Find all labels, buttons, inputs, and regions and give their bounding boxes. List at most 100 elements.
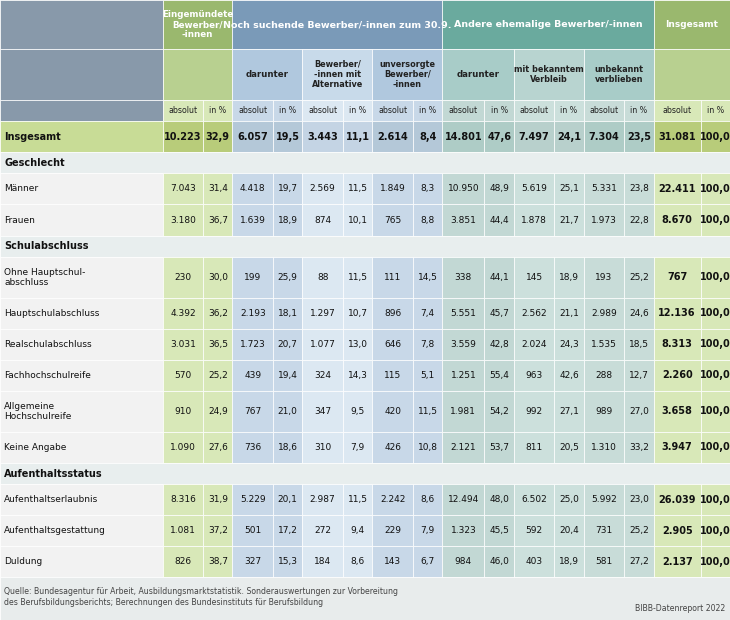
Bar [343, 432, 372, 463]
Text: in %: in % [707, 106, 724, 115]
Text: 27,2: 27,2 [629, 557, 649, 567]
Bar [584, 174, 624, 205]
Text: 736: 736 [245, 443, 261, 452]
Bar [442, 49, 514, 100]
Text: 1.323: 1.323 [450, 526, 476, 535]
Text: 3.443: 3.443 [307, 131, 338, 141]
Bar [0, 152, 730, 174]
Bar [442, 298, 485, 329]
Text: 37,2: 37,2 [208, 526, 228, 535]
Text: 3.658: 3.658 [661, 407, 693, 417]
Text: absolut: absolut [589, 106, 618, 115]
Text: absolut: absolut [520, 106, 549, 115]
Text: 31,4: 31,4 [208, 184, 228, 193]
Bar [232, 515, 273, 546]
Bar [554, 298, 584, 329]
Bar [701, 391, 730, 432]
Bar [485, 432, 514, 463]
Bar [302, 121, 343, 152]
Text: Quelle: Bundesagentur für Arbeit, Ausbildungsmarktstatistik. Sonderauswertungen : Quelle: Bundesagentur für Arbeit, Ausbil… [4, 587, 399, 607]
Bar [163, 0, 232, 49]
Bar [701, 484, 730, 515]
Bar [624, 329, 653, 360]
Text: 23,5: 23,5 [627, 131, 651, 141]
Text: 229: 229 [384, 526, 402, 535]
Bar [413, 205, 442, 236]
Bar [0, 329, 163, 360]
Text: in %: in % [419, 106, 436, 115]
Bar [653, 121, 701, 152]
Bar [442, 257, 485, 298]
Bar [413, 257, 442, 298]
Bar [372, 100, 413, 121]
Text: 347: 347 [314, 407, 331, 416]
Text: 115: 115 [384, 371, 402, 380]
Text: 3.947: 3.947 [662, 443, 693, 453]
Bar [372, 484, 413, 515]
Bar [203, 546, 232, 577]
Text: 1.310: 1.310 [591, 443, 617, 452]
Bar [0, 391, 163, 432]
Bar [624, 391, 653, 432]
Text: 2.137: 2.137 [662, 557, 693, 567]
Bar [485, 515, 514, 546]
Text: 36,5: 36,5 [208, 340, 228, 349]
Text: 8,3: 8,3 [420, 184, 435, 193]
Bar [232, 100, 273, 121]
Bar [624, 298, 653, 329]
Text: 42,8: 42,8 [489, 340, 509, 349]
Text: 36,7: 36,7 [208, 216, 228, 224]
Text: Keine Angabe: Keine Angabe [4, 443, 66, 452]
Text: 11,5: 11,5 [347, 184, 368, 193]
Bar [203, 174, 232, 205]
Bar [302, 391, 343, 432]
Bar [624, 100, 653, 121]
Bar [302, 329, 343, 360]
Bar [343, 257, 372, 298]
Text: Bewerber/
-innen mit
Alternative: Bewerber/ -innen mit Alternative [312, 60, 363, 89]
Text: absolut: absolut [449, 106, 478, 115]
Text: 25,2: 25,2 [629, 273, 649, 281]
Bar [302, 100, 343, 121]
Bar [514, 121, 554, 152]
Bar [372, 329, 413, 360]
Bar [442, 484, 485, 515]
Bar [653, 329, 701, 360]
Text: 2.260: 2.260 [662, 370, 693, 381]
Bar [514, 205, 554, 236]
Bar [554, 515, 584, 546]
Bar [302, 174, 343, 205]
Text: Hauptschulabschluss: Hauptschulabschluss [4, 309, 100, 318]
Text: Aufenthaltserlaubnis: Aufenthaltserlaubnis [4, 495, 99, 504]
Bar [413, 329, 442, 360]
Text: 3.031: 3.031 [170, 340, 196, 349]
Bar [273, 121, 302, 152]
Bar [0, 121, 163, 152]
Bar [163, 515, 203, 546]
Text: absolut: absolut [378, 106, 407, 115]
Bar [413, 174, 442, 205]
Bar [163, 391, 203, 432]
Text: 11,5: 11,5 [347, 495, 368, 504]
Text: 3.180: 3.180 [170, 216, 196, 224]
Bar [442, 391, 485, 432]
Bar [302, 360, 343, 391]
Bar [0, 100, 163, 121]
Text: 30,0: 30,0 [208, 273, 228, 281]
Bar [653, 298, 701, 329]
Text: 5.619: 5.619 [521, 184, 547, 193]
Bar [232, 257, 273, 298]
Text: 100,0: 100,0 [700, 557, 730, 567]
Bar [584, 432, 624, 463]
Text: 145: 145 [526, 273, 542, 281]
Text: 10,7: 10,7 [347, 309, 368, 318]
Text: 767: 767 [245, 407, 261, 416]
Text: Duldung: Duldung [4, 557, 42, 567]
Text: 581: 581 [596, 557, 612, 567]
Text: 23,8: 23,8 [629, 184, 649, 193]
Text: 25,9: 25,9 [278, 273, 298, 281]
Bar [203, 121, 232, 152]
Text: 1.077: 1.077 [310, 340, 336, 349]
Text: 100,0: 100,0 [700, 184, 730, 194]
Bar [343, 174, 372, 205]
